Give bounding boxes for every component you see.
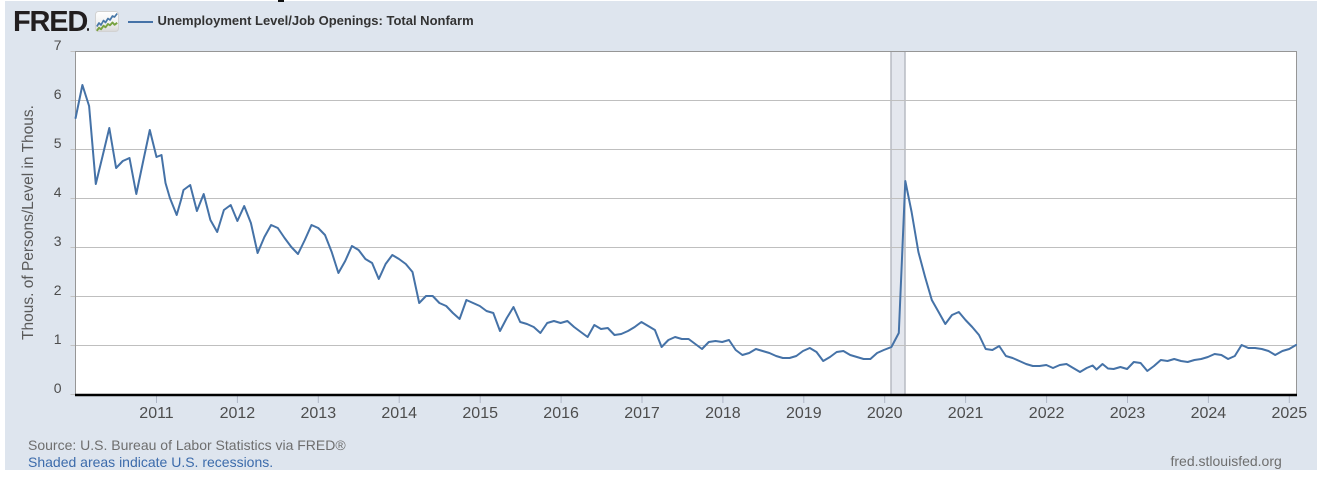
- svg-text:2016: 2016: [543, 405, 579, 422]
- svg-text:2014: 2014: [381, 405, 417, 422]
- svg-text:4: 4: [54, 184, 62, 200]
- svg-text:Thous. of Persons/Level in Tho: Thous. of Persons/Level in Thous.: [20, 105, 37, 340]
- svg-text:2015: 2015: [462, 405, 498, 422]
- svg-text:2024: 2024: [1191, 405, 1227, 422]
- svg-text:2021: 2021: [948, 405, 984, 422]
- svg-text:0: 0: [54, 380, 62, 396]
- svg-text:2020: 2020: [867, 405, 903, 422]
- svg-text:2011: 2011: [139, 405, 174, 422]
- svg-text:2013: 2013: [301, 405, 337, 422]
- svg-text:5: 5: [54, 135, 62, 151]
- svg-text:1: 1: [54, 331, 62, 347]
- svg-text:2022: 2022: [1029, 405, 1065, 422]
- svg-text:3: 3: [54, 233, 62, 249]
- svg-text:2012: 2012: [220, 405, 256, 422]
- svg-text:6: 6: [54, 86, 62, 102]
- svg-text:2025: 2025: [1272, 405, 1308, 422]
- svg-text:2017: 2017: [624, 405, 660, 422]
- svg-text:2: 2: [54, 282, 62, 298]
- svg-text:2018: 2018: [705, 405, 741, 422]
- svg-text:2019: 2019: [786, 405, 822, 422]
- svg-text:7: 7: [54, 37, 62, 53]
- svg-text:2023: 2023: [1110, 405, 1146, 422]
